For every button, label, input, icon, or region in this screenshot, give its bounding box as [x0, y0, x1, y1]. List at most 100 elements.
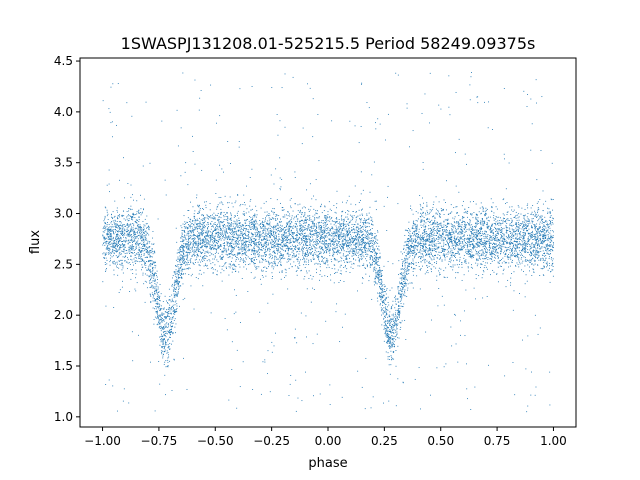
- data-point: [394, 316, 396, 318]
- data-point: [439, 228, 441, 229]
- data-point: [503, 227, 505, 229]
- data-point: [458, 191, 460, 193]
- data-point: [396, 309, 398, 311]
- data-point: [505, 203, 506, 205]
- data-point: [508, 266, 509, 268]
- data-point: [181, 244, 183, 246]
- data-point: [157, 218, 159, 220]
- data-point: [496, 252, 498, 254]
- data-point: [169, 329, 170, 331]
- data-point: [125, 240, 127, 242]
- data-point: [322, 237, 324, 239]
- data-point: [255, 229, 257, 231]
- data-point: [405, 249, 407, 251]
- data-point: [426, 240, 428, 242]
- data-point: [354, 125, 356, 127]
- data-point: [153, 287, 155, 289]
- data-point: [469, 254, 471, 255]
- data-point: [384, 315, 386, 317]
- data-point: [162, 339, 164, 341]
- data-point: [205, 234, 207, 236]
- data-point: [162, 314, 164, 316]
- data-point: [308, 236, 310, 238]
- data-point: [395, 298, 396, 300]
- data-point: [438, 267, 440, 269]
- data-point: [211, 245, 213, 247]
- data-point: [175, 265, 177, 266]
- data-point: [374, 248, 376, 250]
- data-point: [287, 258, 289, 260]
- data-point: [500, 237, 502, 239]
- data-point: [259, 243, 261, 245]
- data-point: [318, 223, 320, 225]
- data-point: [256, 226, 258, 228]
- data-point: [426, 204, 428, 206]
- data-point: [202, 228, 204, 230]
- data-point: [135, 269, 137, 271]
- data-point: [200, 273, 202, 275]
- data-point: [390, 343, 392, 345]
- data-point: [381, 300, 383, 302]
- data-point: [125, 231, 127, 233]
- data-point: [254, 226, 256, 228]
- data-point: [208, 243, 210, 245]
- data-point: [405, 273, 407, 274]
- data-point: [406, 257, 408, 259]
- data-point: [442, 230, 443, 232]
- data-point: [346, 244, 348, 246]
- data-point: [515, 227, 517, 229]
- data-point: [430, 268, 432, 270]
- data-point: [402, 381, 404, 383]
- data-point: [341, 226, 342, 227]
- data-point: [289, 233, 291, 235]
- data-point: [502, 241, 504, 242]
- data-point: [473, 287, 475, 289]
- data-point: [199, 97, 201, 99]
- data-point: [109, 226, 111, 228]
- data-point: [378, 270, 380, 272]
- data-point: [210, 231, 211, 233]
- data-point: [385, 323, 386, 325]
- data-point: [230, 217, 232, 219]
- data-point: [519, 223, 521, 225]
- data-point: [113, 246, 115, 248]
- data-point: [205, 257, 207, 259]
- data-point: [279, 177, 281, 179]
- data-point: [473, 232, 475, 234]
- data-point: [548, 226, 550, 227]
- data-point: [283, 241, 285, 243]
- data-point: [167, 324, 169, 325]
- data-point: [241, 247, 243, 249]
- data-point: [240, 203, 242, 205]
- data-point: [312, 223, 314, 225]
- data-point: [385, 330, 387, 332]
- data-point: [533, 259, 535, 261]
- data-point: [449, 257, 451, 259]
- data-point: [462, 239, 464, 240]
- data-point: [183, 243, 185, 245]
- data-point: [345, 225, 347, 227]
- data-point: [312, 254, 313, 256]
- data-point: [409, 262, 410, 264]
- data-point: [332, 247, 334, 249]
- data-point: [140, 258, 142, 260]
- data-point: [516, 233, 518, 235]
- data-point: [319, 238, 321, 239]
- data-point: [539, 226, 541, 228]
- data-point: [287, 245, 289, 247]
- data-point: [153, 294, 155, 296]
- data-point: [277, 262, 279, 264]
- data-point: [316, 333, 318, 335]
- data-point: [179, 267, 181, 268]
- data-point: [464, 244, 466, 246]
- data-point: [126, 224, 128, 226]
- data-point: [172, 275, 174, 277]
- data-point: [215, 233, 217, 235]
- data-point: [218, 233, 220, 235]
- data-point: [503, 153, 505, 155]
- data-point: [308, 227, 310, 229]
- data-point: [320, 225, 321, 227]
- data-point: [432, 234, 434, 236]
- data-point: [165, 311, 167, 313]
- data-point: [201, 224, 203, 226]
